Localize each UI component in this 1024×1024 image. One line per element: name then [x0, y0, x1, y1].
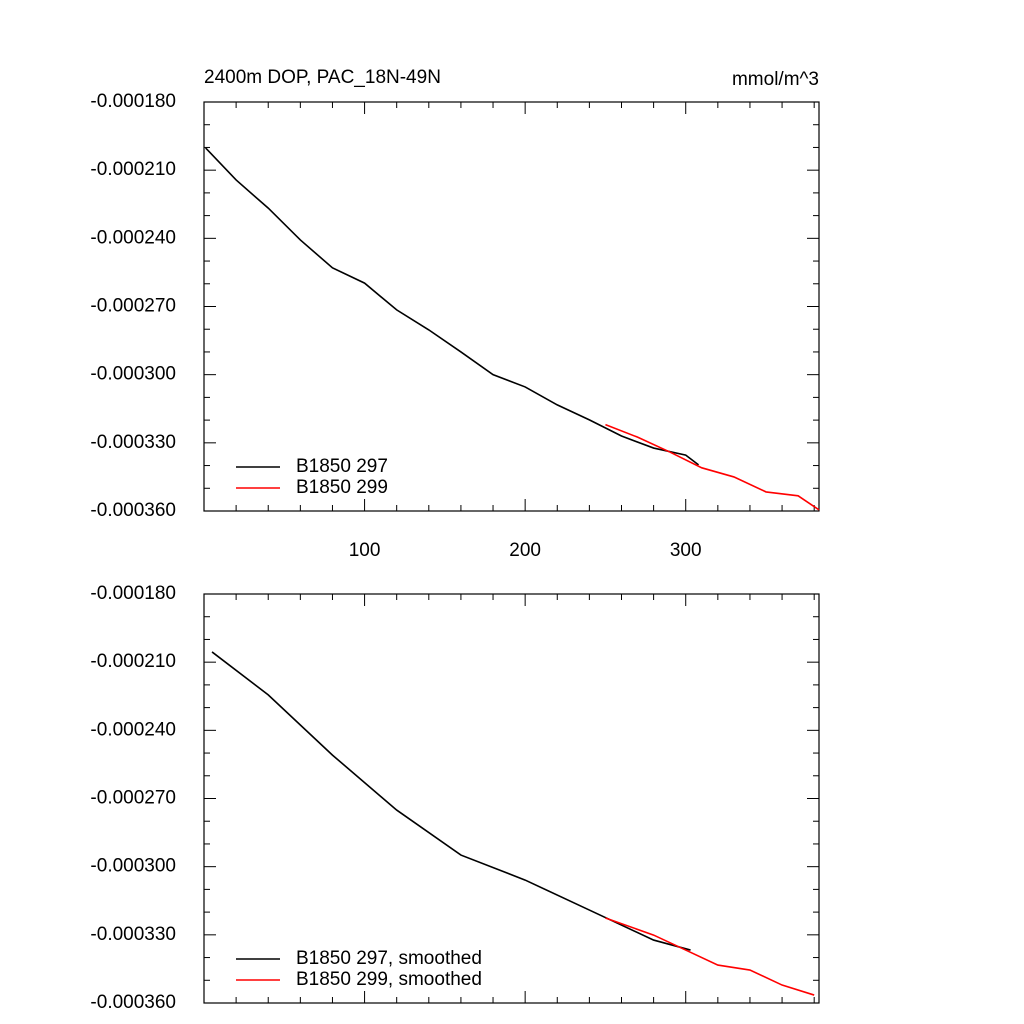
y-tick-label: -0.000300 — [90, 364, 176, 385]
y-tick-label: -0.000270 — [90, 788, 176, 809]
legend-label: B1850 299, smoothed — [296, 969, 482, 990]
series-line — [605, 917, 815, 996]
y-tick-label: -0.000330 — [90, 924, 176, 945]
y-tick-label: -0.000270 — [90, 296, 176, 317]
legend-label: B1850 297 — [296, 456, 388, 477]
y-tick-label: -0.000300 — [90, 856, 176, 877]
x-tick-label: 200 — [509, 540, 541, 561]
y-tick-label: -0.000240 — [90, 227, 176, 248]
y-tick-label: -0.000180 — [90, 91, 176, 112]
y-tick-label: -0.000180 — [90, 583, 176, 604]
x-tick-label: 100 — [349, 540, 381, 561]
x-tick-label: 300 — [670, 540, 702, 561]
plot-frame — [203, 593, 820, 1004]
y-tick-label: -0.000360 — [90, 992, 176, 1013]
series-line — [211, 651, 691, 951]
series-line — [605, 423, 820, 511]
y-tick-label: -0.000210 — [90, 651, 176, 672]
chart-title: 2400m DOP, PAC_18N-49N — [204, 67, 441, 88]
plot-frame — [203, 101, 820, 512]
y-tick-label: -0.000240 — [90, 719, 176, 740]
units-label: mmol/m^3 — [732, 69, 819, 90]
legend-label: B1850 299 — [296, 477, 388, 498]
y-tick-label: -0.000330 — [90, 432, 176, 453]
y-tick-label: -0.000210 — [90, 159, 176, 180]
y-tick-label: -0.000360 — [90, 500, 176, 521]
legend-label: B1850 297, smoothed — [296, 948, 482, 969]
series-line — [205, 147, 700, 466]
